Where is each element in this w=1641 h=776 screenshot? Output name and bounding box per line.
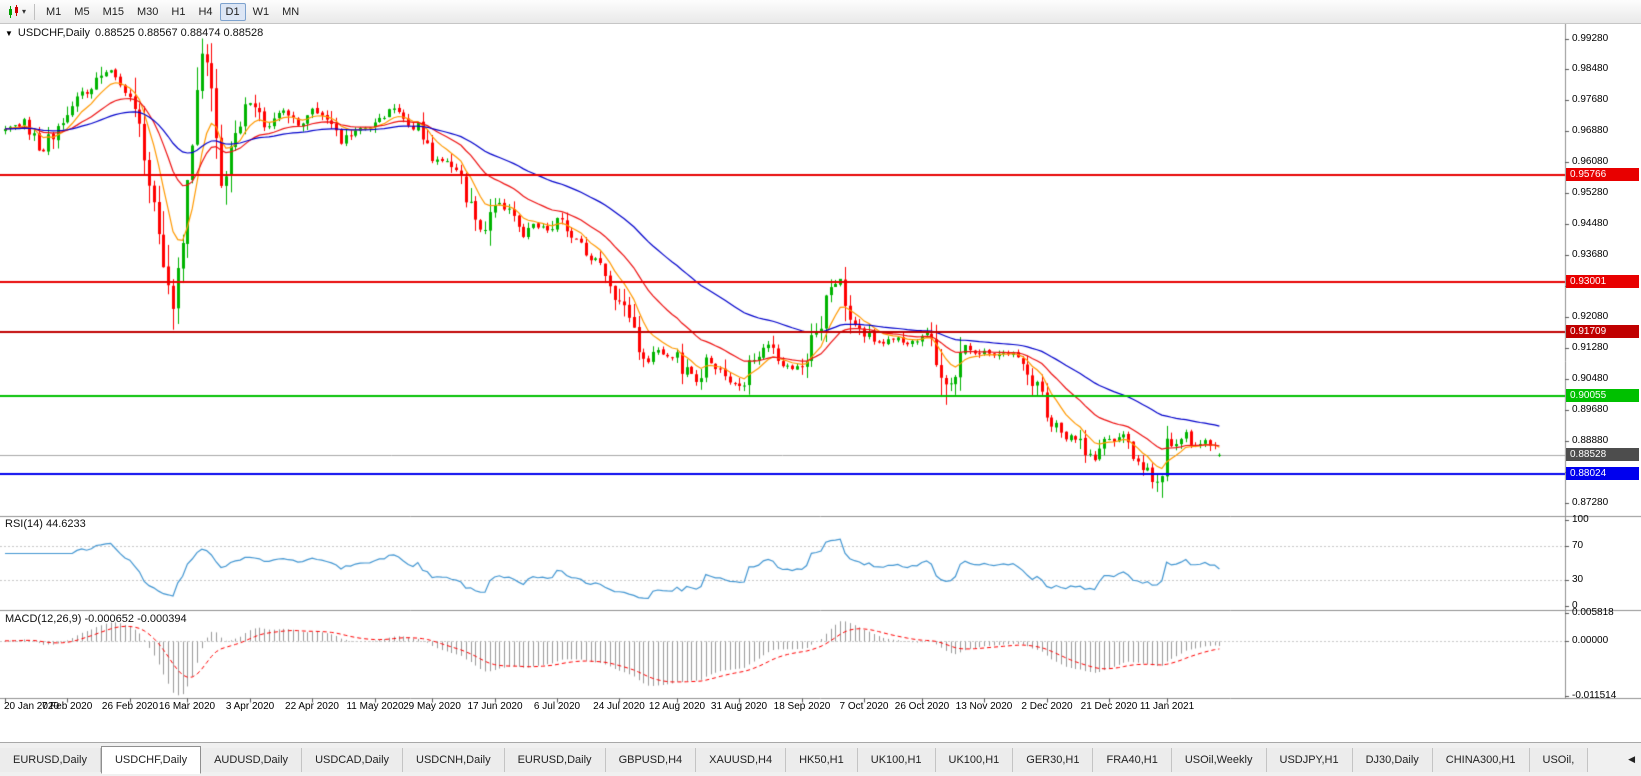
triangle-down-icon[interactable]: ▼ [5,28,13,38]
timeframe-toolbar: M1 M5 M15 M30 H1 H4 D1 W1 MN [40,2,305,21]
chart-tab-usdchf-daily[interactable]: USDCHF,Daily [100,745,202,774]
chart-tab-eurusd-daily[interactable]: EURUSD,Daily [504,747,606,772]
timeframe-button-m1[interactable]: M1 [46,5,62,18]
tab-scroll-buttons: ◀ [1625,743,1638,776]
tab-strip: EURUSD,Daily USDCHF,Daily AUDUSD,Daily USDC… [0,743,1589,776]
rsi-indicator-label: RSI(14) 44.6233 [5,518,86,530]
macd-indicator-label: MACD(12,26,9) -0.000652 -0.000394 [5,613,187,625]
chart-tab-usdjpy-h1[interactable]: USDJPY,H1 [1266,747,1353,772]
chart-tab-fra40-h1[interactable]: FRA40,H1 [1093,747,1172,772]
toolbar-separator [34,3,36,20]
chart-tab-usdcad-daily[interactable]: USDCAD,Daily [302,747,404,772]
chart-tab-xauusd-h4[interactable]: XAUUSD,H4 [696,747,787,772]
chart-tab-usoil[interactable]: USOil, [1529,747,1589,772]
chart-header: ▼ USDCHF,Daily 0.88525 0.88567 0.88474 0… [5,27,263,39]
chart-type-button[interactable]: ▾ [4,4,29,20]
price-chart-canvas[interactable] [0,24,1641,742]
chart-area: ▼ USDCHF,Daily 0.88525 0.88567 0.88474 0… [0,24,1641,742]
chart-tab-uk100-h1[interactable]: UK100,H1 [857,747,936,772]
chart-tab-uk100-h1[interactable]: UK100,H1 [935,747,1014,772]
ohlc-values: 0.88525 0.88567 0.88474 0.88528 [95,27,264,39]
chevron-down-icon: ▾ [22,7,27,16]
chart-toolbar: ▾ M1 M5 M15 M30 H1 H4 D1 W1 MN [0,0,1641,24]
chart-tab-audusd-daily[interactable]: AUDUSD,Daily [201,747,303,772]
chart-tab-hk50-h1[interactable]: HK50,H1 [786,747,858,772]
chart-tab-china300-h1[interactable]: CHINA300,H1 [1432,747,1530,772]
chart-tab-usdcnh-daily[interactable]: USDCNH,Daily [403,747,505,772]
timeframe-button-m30[interactable]: M30 [136,5,159,18]
chart-tab-eurusd-daily[interactable]: EURUSD,Daily [0,747,101,772]
timeframe-button-d1[interactable]: D1 [219,2,246,21]
candlestick-chart-icon [9,4,18,18]
chart-tab-dj30-daily[interactable]: DJ30,Daily [1352,747,1433,772]
timeframe-button-m5[interactable]: M5 [74,5,90,18]
chart-tab-usoil-weekly[interactable]: USOil,Weekly [1171,747,1267,772]
timeframe-button-h4[interactable]: H4 [198,5,213,18]
chart-tab-ger30-h1[interactable]: GER30,H1 [1013,747,1094,772]
symbol-period-label: USDCHF,Daily [17,27,91,39]
chart-tab-bar: EURUSD,Daily USDCHF,Daily AUDUSD,Daily USDC… [0,742,1641,776]
tab-scroll-left-icon[interactable]: ◀ [1628,754,1635,764]
timeframe-button-w1[interactable]: W1 [252,5,270,18]
chart-tab-gbpusd-h4[interactable]: GBPUSD,H4 [605,747,697,772]
timeframe-button-m15[interactable]: M15 [102,5,124,18]
timeframe-button-mn[interactable]: MN [282,5,300,18]
timeframe-button-h1[interactable]: H1 [171,5,186,18]
